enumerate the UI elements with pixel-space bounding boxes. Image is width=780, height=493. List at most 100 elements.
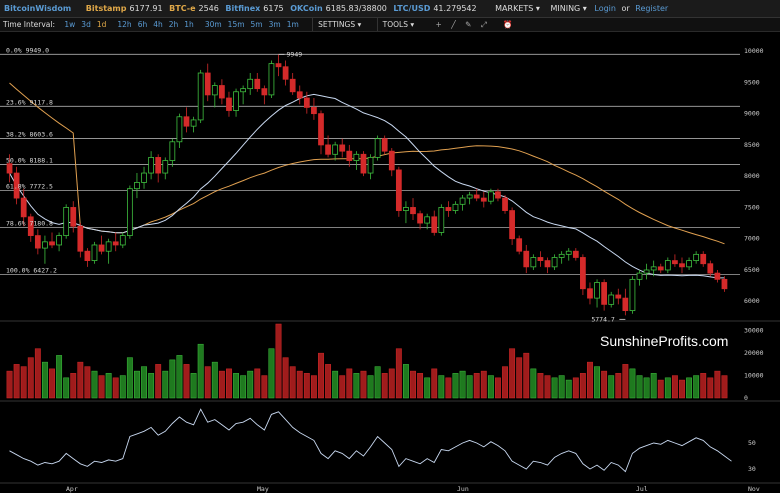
candle-body [49,241,55,246]
candle-body [417,213,423,224]
volume-bar [721,375,728,399]
rsi-line [9,408,732,473]
candle-body [388,150,395,171]
candle-body [56,235,62,246]
volume-bar [395,348,402,399]
candle-body [119,235,126,246]
alarm-icon[interactable]: ⏰ [503,20,513,29]
volume-bar [693,375,700,399]
ticker-bitfinex[interactable]: Bitfinex [225,4,261,13]
candle-body [63,207,70,236]
candle-body [657,266,664,271]
candle-body [233,91,239,111]
interval-2h[interactable]: 2h [168,20,179,29]
volume-bar [601,370,608,399]
volume-bar [155,364,162,399]
volume-bar [572,377,579,399]
interval-12h[interactable]: 12h [117,20,132,29]
candle-body [445,207,452,211]
interval-1h[interactable]: 1h [184,20,194,29]
candle-body [636,272,643,280]
volume-bar [20,366,27,399]
ticker-ltcusd[interactable]: LTC/USD [393,4,431,13]
candle-body [509,210,515,240]
fib-label: 0.0% 9949.0 [6,46,49,54]
candle-body [197,72,204,121]
fullscreen-icon[interactable]: ⤢ [480,20,487,29]
candle-body [424,216,431,224]
volume-bar [98,375,105,399]
price-tick-label: 10000 [744,47,764,55]
mining-menu[interactable]: MINING ▾ [550,4,587,13]
fib-label: 78.6% 7180.8 [6,219,53,227]
candle-body [296,91,303,99]
volume-bar [374,366,381,399]
interval-1w[interactable]: 1w [64,20,76,29]
settings-menu[interactable]: SETTINGS ▾ [312,18,366,31]
candle-body [367,157,374,174]
interval-6h[interactable]: 6h [137,20,148,29]
candle-body [473,194,480,199]
candle-body [289,78,296,93]
volume-bar [112,377,119,399]
candle-body [6,163,13,174]
brand-logo[interactable]: BitcoinWisdom [4,4,72,13]
candle-body [254,78,261,90]
rsi-tick-label: 30 [748,465,756,473]
volume-bar [509,348,516,399]
volume-tick-label: 30000 [744,327,764,335]
tools-menu[interactable]: TOOLS ▾ [376,18,419,31]
volume-bar [636,375,643,399]
markets-menu[interactable]: MARKETS ▾ [495,4,540,13]
interval-4h[interactable]: 4h [153,20,163,29]
candle-body [240,88,247,93]
volume-bar [134,370,140,399]
interval-3m[interactable]: 3m [268,20,281,29]
time-interval-label: Time Interval: [3,20,55,29]
interval-30m[interactable]: 30m [204,20,222,29]
volume-bar [360,370,367,399]
interval-1d[interactable]: 1d [96,20,107,29]
candle-body [502,197,508,211]
volume-bar [162,370,169,399]
register-link[interactable]: Register [635,4,669,13]
interval-1m[interactable]: 1m [286,20,299,29]
top-bar: BitcoinWisdom Bitstamp 6177.91 BTC-e 2546 … [0,0,780,18]
volume-bar [714,370,721,399]
ticker-bitstamp[interactable]: Bitstamp [85,4,127,13]
fib-label: 23.6% 9117.8 [6,98,53,106]
candle-body [459,197,466,205]
crosshair-icon[interactable]: + [435,20,442,29]
candle-body [268,63,275,96]
interval-15m[interactable]: 15m [227,20,245,29]
login-link[interactable]: Login [594,4,616,13]
volume-bar [686,377,693,399]
price-tick-label: 9000 [744,110,760,118]
volume-bar [480,370,487,399]
volume-bar [332,370,339,399]
candle-body [523,250,530,268]
x-axis-label: Jun [457,485,469,493]
x-axis-label: Apr [66,485,78,493]
candle-body [487,191,494,202]
ticker-bitstamp-price: 6177.91 [129,4,163,13]
volume-bar [502,366,508,399]
volume-bar [629,368,636,399]
pencil-icon[interactable]: ✎ [465,20,472,29]
price-chart[interactable]: 0.0% 9949.0 23.6% 9117.8 38.2% 8603.6 50.0%… [0,32,780,493]
volume-bar [70,373,77,399]
volume-bar [565,379,572,399]
interval-5m[interactable]: 5m [250,20,263,29]
ticker-btce[interactable]: BTC-e [169,4,196,13]
volume-bar [41,361,48,399]
x-axis-label: Nov [748,485,760,493]
interval-3d[interactable]: 3d [81,20,91,29]
line-icon[interactable]: ╱ [451,20,456,29]
low-annotation: 5774.7 [591,315,615,323]
volume-bar [190,373,197,399]
volume-bar [254,368,261,399]
volume-bar [34,348,41,399]
volume-bar [183,364,190,399]
ticker-okcoin[interactable]: OKCoin [290,4,323,13]
volume-bar [650,373,657,399]
